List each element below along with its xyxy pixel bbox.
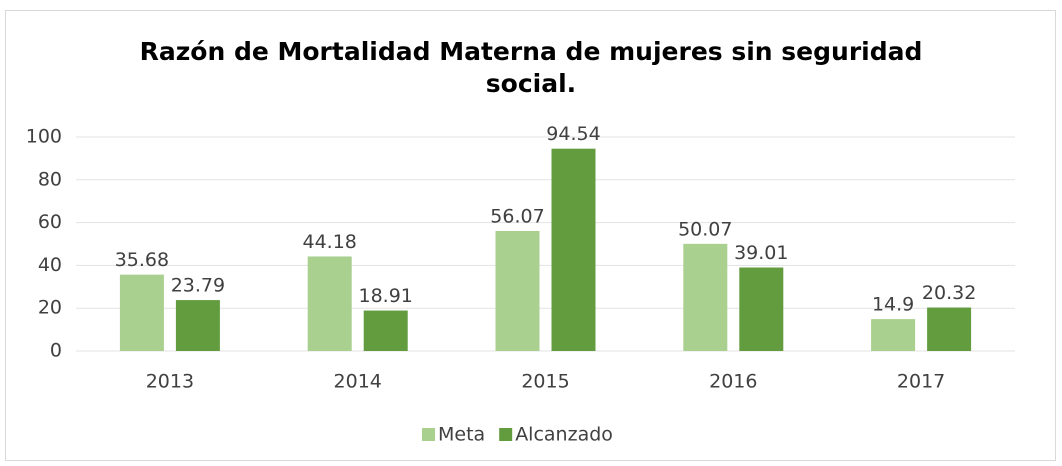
legend-swatch — [422, 428, 435, 441]
bar — [119, 274, 164, 351]
chart-title: Razón de Mortalidad Materna de mujeres s… — [139, 37, 923, 98]
x-tick-label: 2013 — [146, 371, 194, 393]
y-tick-label: 60 — [38, 211, 62, 233]
value-label: 44.18 — [302, 231, 356, 253]
x-tick-label: 2015 — [521, 371, 569, 393]
value-label: 35.68 — [115, 249, 169, 271]
value-label: 50.07 — [678, 218, 732, 240]
bar — [927, 307, 972, 351]
x-tick-label: 2016 — [709, 371, 757, 393]
bar — [683, 243, 728, 351]
y-tick-label: 100 — [26, 126, 62, 148]
legend-label: Meta — [438, 424, 485, 446]
value-label: 94.54 — [546, 123, 600, 145]
bar — [363, 310, 408, 351]
x-tick-label: 2014 — [334, 371, 382, 393]
value-label: 18.91 — [358, 285, 412, 307]
bar — [495, 231, 540, 351]
bar — [551, 148, 596, 351]
value-label: 14.9 — [872, 294, 914, 316]
legend-label: Alcanzado — [515, 424, 613, 446]
value-label: 23.79 — [171, 275, 225, 297]
y-tick-label: 80 — [38, 168, 62, 190]
y-tick-label: 0 — [50, 340, 62, 362]
bar — [871, 319, 916, 351]
value-label: 20.32 — [922, 282, 976, 304]
bar — [307, 256, 352, 351]
chart-border — [5, 10, 1056, 461]
value-label: 39.01 — [734, 242, 788, 264]
y-tick-label: 40 — [38, 254, 62, 276]
y-tick-label: 20 — [38, 297, 62, 319]
legend-swatch — [499, 428, 513, 441]
bar — [739, 267, 784, 351]
bar — [175, 300, 220, 351]
x-tick-label: 2017 — [897, 371, 945, 393]
value-label: 56.07 — [490, 206, 544, 228]
